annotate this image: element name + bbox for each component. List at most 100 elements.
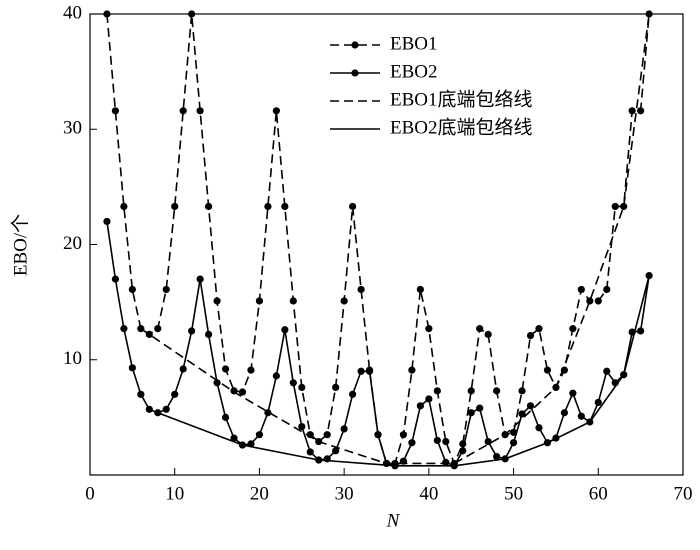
x-tick-label: 20 xyxy=(250,483,269,504)
legend-label: EBO1 xyxy=(390,33,438,54)
data-point xyxy=(357,367,365,375)
data-point xyxy=(518,387,526,395)
data-point xyxy=(264,409,272,417)
data-point xyxy=(340,425,348,433)
data-point xyxy=(569,325,577,333)
data-point xyxy=(154,325,162,333)
legend-marker xyxy=(351,41,359,49)
legend-label: EBO2底端包络线 xyxy=(390,116,533,138)
data-point xyxy=(594,297,602,305)
data-point xyxy=(221,413,230,421)
data-point xyxy=(264,202,272,211)
data-point xyxy=(340,297,348,305)
data-point xyxy=(120,325,128,333)
data-point xyxy=(476,404,484,412)
data-point xyxy=(535,424,543,432)
data-point xyxy=(111,107,120,115)
data-point xyxy=(179,107,187,115)
data-point xyxy=(408,439,416,447)
data-point xyxy=(569,389,577,397)
data-point xyxy=(323,431,331,439)
data-point xyxy=(484,437,492,446)
data-point xyxy=(272,107,280,115)
data-point xyxy=(255,297,264,305)
data-point xyxy=(365,367,374,375)
data-point xyxy=(196,275,204,283)
data-point xyxy=(493,452,501,461)
data-point xyxy=(526,331,535,340)
data-point xyxy=(332,447,340,455)
data-point xyxy=(205,202,213,211)
data-point xyxy=(162,285,170,294)
data-point xyxy=(247,366,255,374)
data-point xyxy=(255,431,264,439)
data-point xyxy=(645,10,653,18)
data-point xyxy=(603,367,611,375)
data-point xyxy=(213,379,221,387)
data-point xyxy=(425,395,433,403)
data-point xyxy=(332,383,340,392)
data-point xyxy=(586,297,594,305)
data-point xyxy=(162,405,170,413)
data-point xyxy=(272,372,280,380)
data-point xyxy=(603,285,611,294)
x-tick-label: 30 xyxy=(335,483,354,504)
data-point xyxy=(535,325,543,333)
data-point xyxy=(399,431,408,439)
series-line xyxy=(140,13,650,465)
data-point xyxy=(171,202,179,211)
data-point xyxy=(416,402,424,410)
data-point xyxy=(476,325,484,333)
data-point xyxy=(281,202,289,211)
data-point xyxy=(281,326,289,334)
data-point xyxy=(620,202,628,211)
x-tick-label: 50 xyxy=(504,483,523,504)
data-point xyxy=(120,202,128,211)
data-point xyxy=(230,434,238,442)
data-point xyxy=(221,365,230,373)
data-point xyxy=(543,366,552,374)
data-point xyxy=(433,436,441,445)
data-point xyxy=(205,330,213,338)
data-point xyxy=(526,402,535,410)
data-point xyxy=(509,439,518,447)
data-point xyxy=(289,297,297,305)
legend-label: EBO2 xyxy=(390,61,438,82)
y-axis-label: EBO/个 xyxy=(9,214,31,276)
data-point xyxy=(518,410,526,418)
series-line xyxy=(157,275,650,467)
data-point xyxy=(213,297,221,305)
x-tick-label: 10 xyxy=(165,483,184,504)
legend-label: EBO1底端包络线 xyxy=(390,88,533,110)
y-tick-label: 10 xyxy=(63,348,82,369)
data-point xyxy=(493,387,501,395)
x-tick-label: 40 xyxy=(419,483,438,504)
data-point xyxy=(349,202,357,211)
plot-frame xyxy=(89,13,684,476)
data-point xyxy=(416,285,424,294)
data-point xyxy=(298,422,306,431)
data-point xyxy=(459,447,467,455)
data-point xyxy=(137,390,145,398)
data-point xyxy=(188,327,196,335)
x-tick-label: 70 xyxy=(674,483,693,504)
data-point xyxy=(425,325,433,333)
data-point xyxy=(433,387,441,395)
data-point xyxy=(637,327,645,335)
data-point xyxy=(611,202,619,211)
series-line xyxy=(106,221,650,467)
data-point xyxy=(628,107,636,115)
data-point xyxy=(103,217,111,226)
x-tick-label: 60 xyxy=(589,483,608,504)
data-point xyxy=(196,107,204,115)
data-point xyxy=(128,285,136,294)
data-point xyxy=(637,107,645,115)
data-point xyxy=(238,388,247,396)
data-point xyxy=(467,409,475,417)
data-point xyxy=(374,431,382,439)
data-point xyxy=(179,365,187,373)
y-tick-label: 20 xyxy=(63,233,82,254)
data-point xyxy=(171,390,179,398)
data-point xyxy=(298,383,306,392)
